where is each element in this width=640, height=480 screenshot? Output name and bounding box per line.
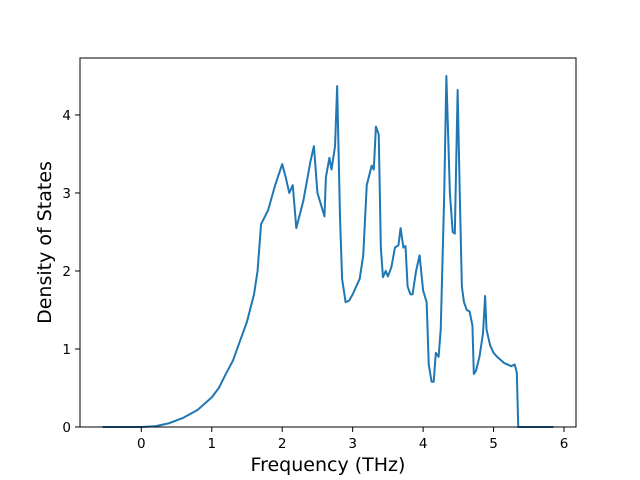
x-tick-label: 2 [278, 436, 287, 452]
axes-frame [79, 57, 577, 428]
x-tick-label: 6 [560, 436, 569, 452]
x-tick-label: 0 [137, 436, 146, 452]
y-axis-label: Density of States [34, 161, 56, 324]
y-tick-label: 0 [62, 420, 71, 436]
x-tick-label: 1 [207, 436, 216, 452]
x-tick-label: 3 [348, 436, 357, 452]
y-tick-label: 4 [62, 108, 71, 124]
y-tick-label: 2 [62, 264, 71, 280]
x-axis-label: Frequency (THz) [251, 454, 406, 476]
y-tick-label: 1 [62, 342, 71, 358]
y-tick-label: 3 [62, 186, 71, 202]
dos-line [102, 74, 554, 428]
x-tick-label: 5 [489, 436, 498, 452]
x-tick-label: 4 [419, 436, 428, 452]
